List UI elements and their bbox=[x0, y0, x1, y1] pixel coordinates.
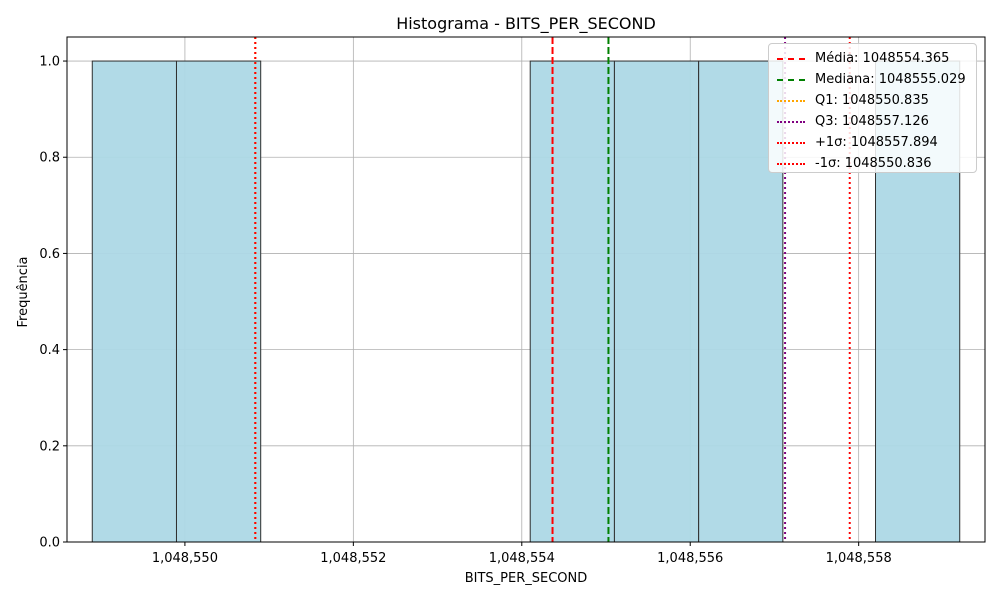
y-axis-label: Frequência bbox=[16, 256, 31, 327]
chart-title: Histograma - BITS_PER_SECOND bbox=[396, 14, 656, 34]
x-tick-label: 1,048,552 bbox=[320, 551, 386, 566]
y-tick-label: 0.0 bbox=[39, 536, 60, 551]
y-tick-label: 0.6 bbox=[39, 247, 60, 262]
bars-layer bbox=[91, 60, 961, 543]
legend-label: Q1: 1048550.835 bbox=[815, 93, 929, 108]
y-tick-label: 0.4 bbox=[39, 343, 60, 358]
x-tick-label: 1,048,558 bbox=[826, 551, 892, 566]
legend-label: Média: 1048554.365 bbox=[815, 51, 950, 66]
legend-item: Mediana: 1048555.029 bbox=[777, 69, 968, 90]
legend-swatch bbox=[777, 99, 805, 102]
legend-label: Mediana: 1048555.029 bbox=[815, 72, 966, 87]
y-tick-label: 1.0 bbox=[39, 55, 60, 70]
histogram-bar bbox=[175, 60, 262, 543]
legend-label: Q3: 1048557.126 bbox=[815, 114, 929, 129]
y-ticks-layer: 0.0 0.2 0.4 0.6 0.8 1.0 bbox=[39, 55, 67, 551]
reference-lines-layer bbox=[254, 37, 851, 542]
legend-label: -1σ: 1048550.836 bbox=[815, 156, 932, 171]
histogram-bar bbox=[529, 60, 615, 543]
legend-label: +1σ: 1048557.894 bbox=[815, 135, 938, 150]
x-ticks-layer: 1,048,550 1,048,552 1,048,554 1,048,556 1,04… bbox=[152, 542, 892, 566]
x-axis-label: BITS_PER_SECOND bbox=[465, 571, 588, 586]
legend-item: Q1: 1048550.835 bbox=[777, 90, 968, 111]
x-tick-label: 1,048,556 bbox=[657, 551, 723, 566]
legend-swatch bbox=[777, 120, 805, 123]
legend-item: Q3: 1048557.126 bbox=[777, 111, 968, 132]
x-tick-label: 1,048,554 bbox=[489, 551, 555, 566]
legend-swatch bbox=[777, 162, 805, 165]
legend: Média: 1048554.365 Mediana: 1048555.029 Q1… bbox=[768, 43, 977, 173]
legend-item: Média: 1048554.365 bbox=[777, 48, 968, 69]
x-tick-label: 1,048,550 bbox=[152, 551, 218, 566]
histogram-bar bbox=[613, 60, 700, 543]
y-tick-label: 0.8 bbox=[39, 151, 60, 166]
legend-swatch bbox=[777, 141, 805, 144]
legend-swatch bbox=[777, 78, 805, 81]
histogram-bar bbox=[91, 60, 177, 543]
legend-item: +1σ: 1048557.894 bbox=[777, 132, 968, 153]
legend-item: -1σ: 1048550.836 bbox=[777, 153, 968, 174]
plot-frame bbox=[66, 36, 986, 543]
y-tick-label: 0.2 bbox=[39, 439, 60, 454]
legend-swatch bbox=[777, 57, 805, 60]
